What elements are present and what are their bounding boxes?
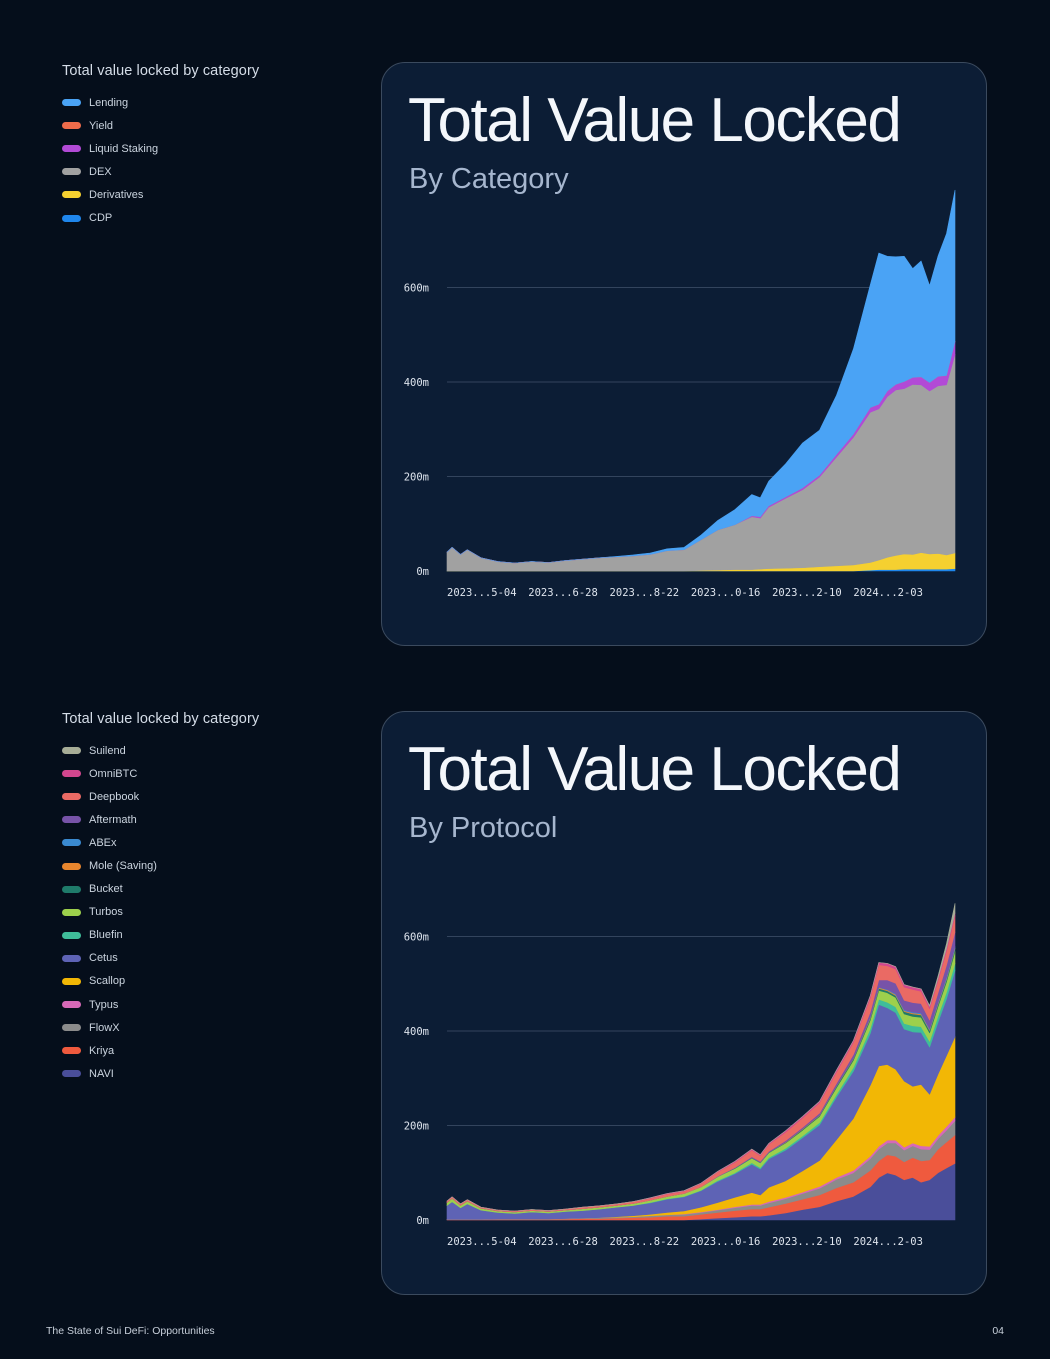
chart-subtitle: By Category (409, 163, 569, 195)
legend-swatch (62, 1047, 81, 1055)
legend-label: ABEx (89, 836, 117, 849)
x-tick-label: 2024...2-03 (853, 587, 923, 599)
y-tick-label: 600m (404, 283, 429, 295)
legend-item-bluefin[interactable]: Bluefin (62, 924, 259, 947)
y-tick-label: 400m (404, 1026, 429, 1038)
legend-item-cdp[interactable]: CDP (62, 206, 259, 229)
legend-item-typus[interactable]: Typus (62, 993, 259, 1016)
x-tick-label: 2024...2-03 (853, 1236, 923, 1248)
legend-label: Bucket (89, 883, 123, 896)
legend-item-derivatives[interactable]: Derivatives (62, 183, 259, 206)
tvl-category-chart: 0m 200m 400m 600m 2023...5-04 2023...6-28 2023… (404, 189, 956, 599)
legend-item-bucket[interactable]: Bucket (62, 878, 259, 901)
y-tick-label: 600m (404, 932, 429, 944)
legend-swatch (62, 839, 81, 847)
legend-title: Total value locked by category (62, 63, 260, 79)
legend-label: Aftermath (89, 813, 137, 826)
legend-label: DEX (89, 165, 112, 178)
legend-label: NAVI (89, 1067, 114, 1080)
tvl-protocol-chart: 0m 200m 400m 600m 2023...5-04 2023...6-28 2023… (404, 903, 956, 1248)
legend-swatch (62, 816, 81, 824)
legend-item-flowx[interactable]: FlowX (62, 1016, 259, 1039)
legend-swatch (62, 770, 81, 778)
x-tick-label: 2023...2-10 (772, 1236, 842, 1248)
legend-item-omnibtc[interactable]: OmniBTC (62, 762, 259, 785)
legend-item-aftermath[interactable]: Aftermath (62, 808, 259, 831)
legend-swatch (62, 931, 81, 939)
legend-label: Derivatives (89, 188, 144, 201)
chart-subtitle: By Protocol (409, 812, 558, 844)
legend-label: Liquid Staking (89, 142, 159, 155)
legend-label: Scallop (89, 975, 126, 988)
legend-item-scallop[interactable]: Scallop (62, 970, 259, 993)
legend-item-navi[interactable]: NAVI (62, 1062, 259, 1085)
y-tick-label: 400m (404, 377, 429, 389)
protocol-legend: Total value locked by category Suilend Om… (62, 711, 259, 1085)
legend-swatch (62, 1001, 81, 1009)
legend-swatch (62, 793, 81, 801)
legend-swatch (62, 1070, 81, 1078)
legend-item-lending[interactable]: Lending (62, 91, 259, 114)
chart-title: Total Value Locked (408, 86, 902, 155)
legend-label: Bluefin (89, 929, 123, 942)
legend-swatch (62, 168, 81, 176)
legend-label: Mole (Saving) (89, 860, 157, 873)
legend-item-suilend[interactable]: Suilend (62, 739, 259, 762)
legend-item-mole-saving[interactable]: Mole (Saving) (62, 854, 259, 877)
legend-item-yield[interactable]: Yield (62, 114, 259, 137)
y-tick-label: 200m (404, 472, 429, 484)
legend-item-cetus[interactable]: Cetus (62, 947, 259, 970)
legend-label: FlowX (89, 1021, 120, 1034)
legend-item-turbos[interactable]: Turbos (62, 901, 259, 924)
legend-swatch (62, 954, 81, 962)
x-tick-label: 2023...8-22 (610, 1236, 680, 1248)
legend-item-liquid-staking[interactable]: Liquid Staking (62, 137, 259, 160)
legend-label: Suilend (89, 744, 126, 757)
legend-item-deepbook[interactable]: Deepbook (62, 785, 259, 808)
legend-label: Yield (89, 119, 114, 132)
x-tick-label: 2023...0-16 (691, 1236, 761, 1248)
legend-item-dex[interactable]: DEX (62, 160, 259, 183)
x-tick-label: 2023...5-04 (447, 587, 517, 599)
category-legend: Total value locked by category Lending Yi… (62, 63, 259, 230)
x-tick-label: 2023...6-28 (528, 1236, 598, 1248)
footer-document-title: The State of Sui DeFi: Opportunities (46, 1325, 215, 1337)
legend-label: Kriya (89, 1044, 115, 1057)
legend-swatch (62, 885, 81, 893)
legend-label: Typus (89, 998, 119, 1011)
legend-swatch (62, 977, 81, 985)
legend-item-kriya[interactable]: Kriya (62, 1039, 259, 1062)
legend-label: Lending (89, 96, 129, 109)
legend-swatch (62, 1024, 81, 1032)
legend-label: CDP (89, 212, 113, 225)
legend-label: Turbos (89, 906, 123, 919)
legend-swatch (62, 99, 81, 107)
legend-label: OmniBTC (89, 767, 138, 780)
legend-swatch (62, 862, 81, 870)
chart-title: Total Value Locked (408, 735, 902, 804)
legend-swatch (62, 145, 81, 153)
legend-swatch (62, 191, 81, 199)
legend-swatch (62, 122, 81, 130)
legend-swatch (62, 908, 81, 916)
y-tick-label: 0m (416, 566, 429, 578)
legend-swatch (62, 214, 81, 222)
x-tick-label: 2023...0-16 (691, 587, 761, 599)
y-tick-label: 0m (416, 1215, 429, 1227)
x-tick-label: 2023...5-04 (447, 1236, 517, 1248)
chart-card-category: Total Value Locked By Category 0m 200m 400… (381, 62, 987, 646)
area-series-suilend[interactable] (446, 903, 956, 1212)
legend-item-abex[interactable]: ABEx (62, 831, 259, 854)
x-tick-label: 2023...8-22 (610, 587, 680, 599)
area-series-lending[interactable] (446, 189, 956, 564)
legend-label: Cetus (89, 952, 118, 965)
x-tick-label: 2023...2-10 (772, 587, 842, 599)
y-tick-label: 200m (404, 1121, 429, 1133)
chart-card-protocol: Total Value Locked By Protocol 0m 200m 400… (381, 711, 987, 1295)
legend-label: Deepbook (89, 790, 140, 803)
footer-page-number: 04 (992, 1325, 1004, 1337)
x-tick-label: 2023...6-28 (528, 587, 598, 599)
legend-title: Total value locked by category (62, 711, 260, 727)
legend-swatch (62, 747, 81, 755)
